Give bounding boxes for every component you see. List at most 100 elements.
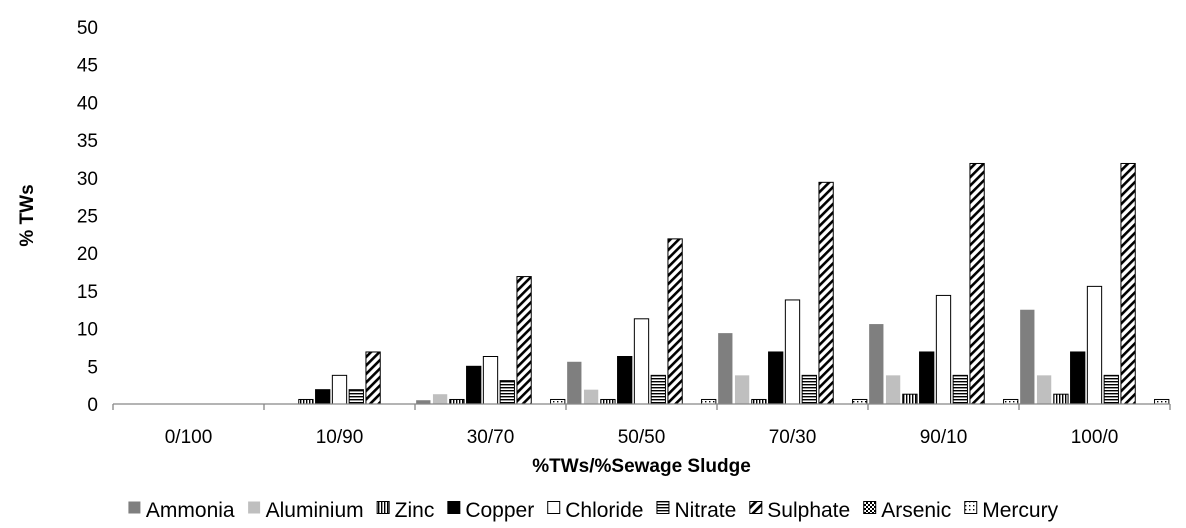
legend-label: Sulphate xyxy=(767,499,850,522)
bar-zinc xyxy=(449,398,465,405)
bar-ammonia xyxy=(869,324,884,404)
bar-zinc xyxy=(600,398,616,405)
bar-ammonia xyxy=(718,333,733,404)
bar-sulphate xyxy=(818,181,834,405)
x-tick-label: 0/100 xyxy=(165,427,213,448)
legend: Ammonia Aluminium Zinc Copper Chloride Nitrat… xyxy=(128,499,1059,522)
x-tick-label: 30/70 xyxy=(467,427,515,448)
y-tick-label: 30 xyxy=(77,169,98,190)
legend-swatch xyxy=(863,501,877,514)
legend-label: Ammonia xyxy=(146,499,235,522)
legend-item: Zinc xyxy=(376,499,435,522)
x-tick-label: 50/50 xyxy=(618,427,666,448)
legend-label: Aluminium xyxy=(266,499,364,522)
bar-chloride xyxy=(1086,285,1103,405)
bar-copper xyxy=(315,389,331,405)
bar-chloride xyxy=(935,294,952,405)
bar-mercury xyxy=(550,398,566,405)
bar-copper xyxy=(919,351,935,405)
legend-swatch xyxy=(128,501,141,514)
bar-mercury xyxy=(701,398,717,405)
bar-aluminium xyxy=(583,389,599,404)
legend-label: Mercury xyxy=(982,499,1058,522)
y-axis-ticks: 0 5 10 15 20 25 30 35 40 45 50 xyxy=(77,18,98,416)
y-tick-label: 40 xyxy=(77,93,98,114)
y-axis-title: % TWs xyxy=(17,184,38,246)
legend-swatch xyxy=(248,501,261,514)
bar-zinc xyxy=(1053,393,1069,405)
bar-nitrate xyxy=(952,374,968,405)
y-tick-label: 50 xyxy=(77,18,98,39)
bar-chloride xyxy=(784,299,801,405)
bar-sulphate xyxy=(516,276,532,405)
series-mercury xyxy=(550,398,1170,405)
x-axis-ticks: 0/100 10/90 30/70 50/50 70/30 90/10 100/0 xyxy=(112,404,1171,448)
legend-label: Nitrate xyxy=(674,499,736,522)
legend-swatch xyxy=(376,501,390,514)
y-tick-label: 45 xyxy=(77,56,98,77)
bar-ammonia xyxy=(1020,309,1035,404)
y-tick-label: 10 xyxy=(77,320,98,341)
bar-aluminium xyxy=(432,394,448,404)
legend-item: Ammonia xyxy=(128,499,235,522)
y-tick-label: 5 xyxy=(87,357,98,378)
bar-nitrate xyxy=(499,380,515,405)
legend-label: Chloride xyxy=(565,499,643,522)
bar-nitrate xyxy=(650,374,666,405)
bar-sulphate xyxy=(1120,162,1136,405)
legend-item: Nitrate xyxy=(656,499,736,522)
y-tick-label: 15 xyxy=(77,282,98,303)
series-sulphate xyxy=(365,162,1136,405)
legend-item: Mercury xyxy=(964,499,1059,522)
bar-copper xyxy=(1070,351,1086,405)
bar-sulphate xyxy=(365,351,381,405)
bar-aluminium xyxy=(1036,375,1052,404)
legend-item: Copper xyxy=(447,499,534,522)
y-tick-label: 0 xyxy=(87,395,98,416)
bar-aluminium xyxy=(734,375,750,404)
bar-aluminium xyxy=(885,375,901,404)
legend-item: Sulphate xyxy=(749,499,850,522)
bar-copper xyxy=(768,351,784,405)
series-nitrate xyxy=(348,374,1119,405)
series-aluminium xyxy=(432,375,1052,404)
bar-nitrate xyxy=(348,389,364,405)
y-tick-label: 25 xyxy=(77,207,98,228)
bar-chloride xyxy=(331,374,348,405)
bar-mercury xyxy=(1154,398,1170,405)
x-tick-label: 10/90 xyxy=(316,427,364,448)
bars xyxy=(298,162,1170,405)
legend-item: Chloride xyxy=(547,499,643,522)
x-tick-label: 70/30 xyxy=(769,427,817,448)
legend-label: Arsenic xyxy=(881,499,951,522)
bar-mercury xyxy=(1003,398,1019,405)
bar-chloride xyxy=(633,318,650,405)
bar-mercury xyxy=(852,398,868,405)
x-tick-label: 90/10 xyxy=(920,427,968,448)
series-ammonia xyxy=(416,309,1035,404)
legend-label: Copper xyxy=(465,499,534,522)
legend-item: Aluminium xyxy=(248,499,364,522)
bar-zinc xyxy=(902,393,918,405)
bar-chloride xyxy=(482,355,499,405)
legend-item: Arsenic xyxy=(863,499,951,522)
bar-zinc xyxy=(751,398,767,405)
legend-swatch xyxy=(547,501,561,514)
bar-copper xyxy=(617,355,633,405)
bar-zinc xyxy=(298,398,314,405)
bar-nitrate xyxy=(801,374,817,405)
legend-swatch xyxy=(447,501,461,514)
bar-sulphate xyxy=(969,162,985,405)
bar-ammonia xyxy=(567,361,582,404)
y-tick-label: 35 xyxy=(77,131,98,152)
legend-swatch xyxy=(656,501,670,514)
series-chloride xyxy=(331,285,1103,405)
bar-sulphate xyxy=(667,238,683,405)
legend-label: Zinc xyxy=(395,499,435,522)
bar-ammonia xyxy=(416,400,431,404)
series-zinc xyxy=(298,393,1069,405)
y-tick-label: 20 xyxy=(77,244,98,265)
bar-copper xyxy=(466,365,482,405)
bar-nitrate xyxy=(1103,374,1119,405)
